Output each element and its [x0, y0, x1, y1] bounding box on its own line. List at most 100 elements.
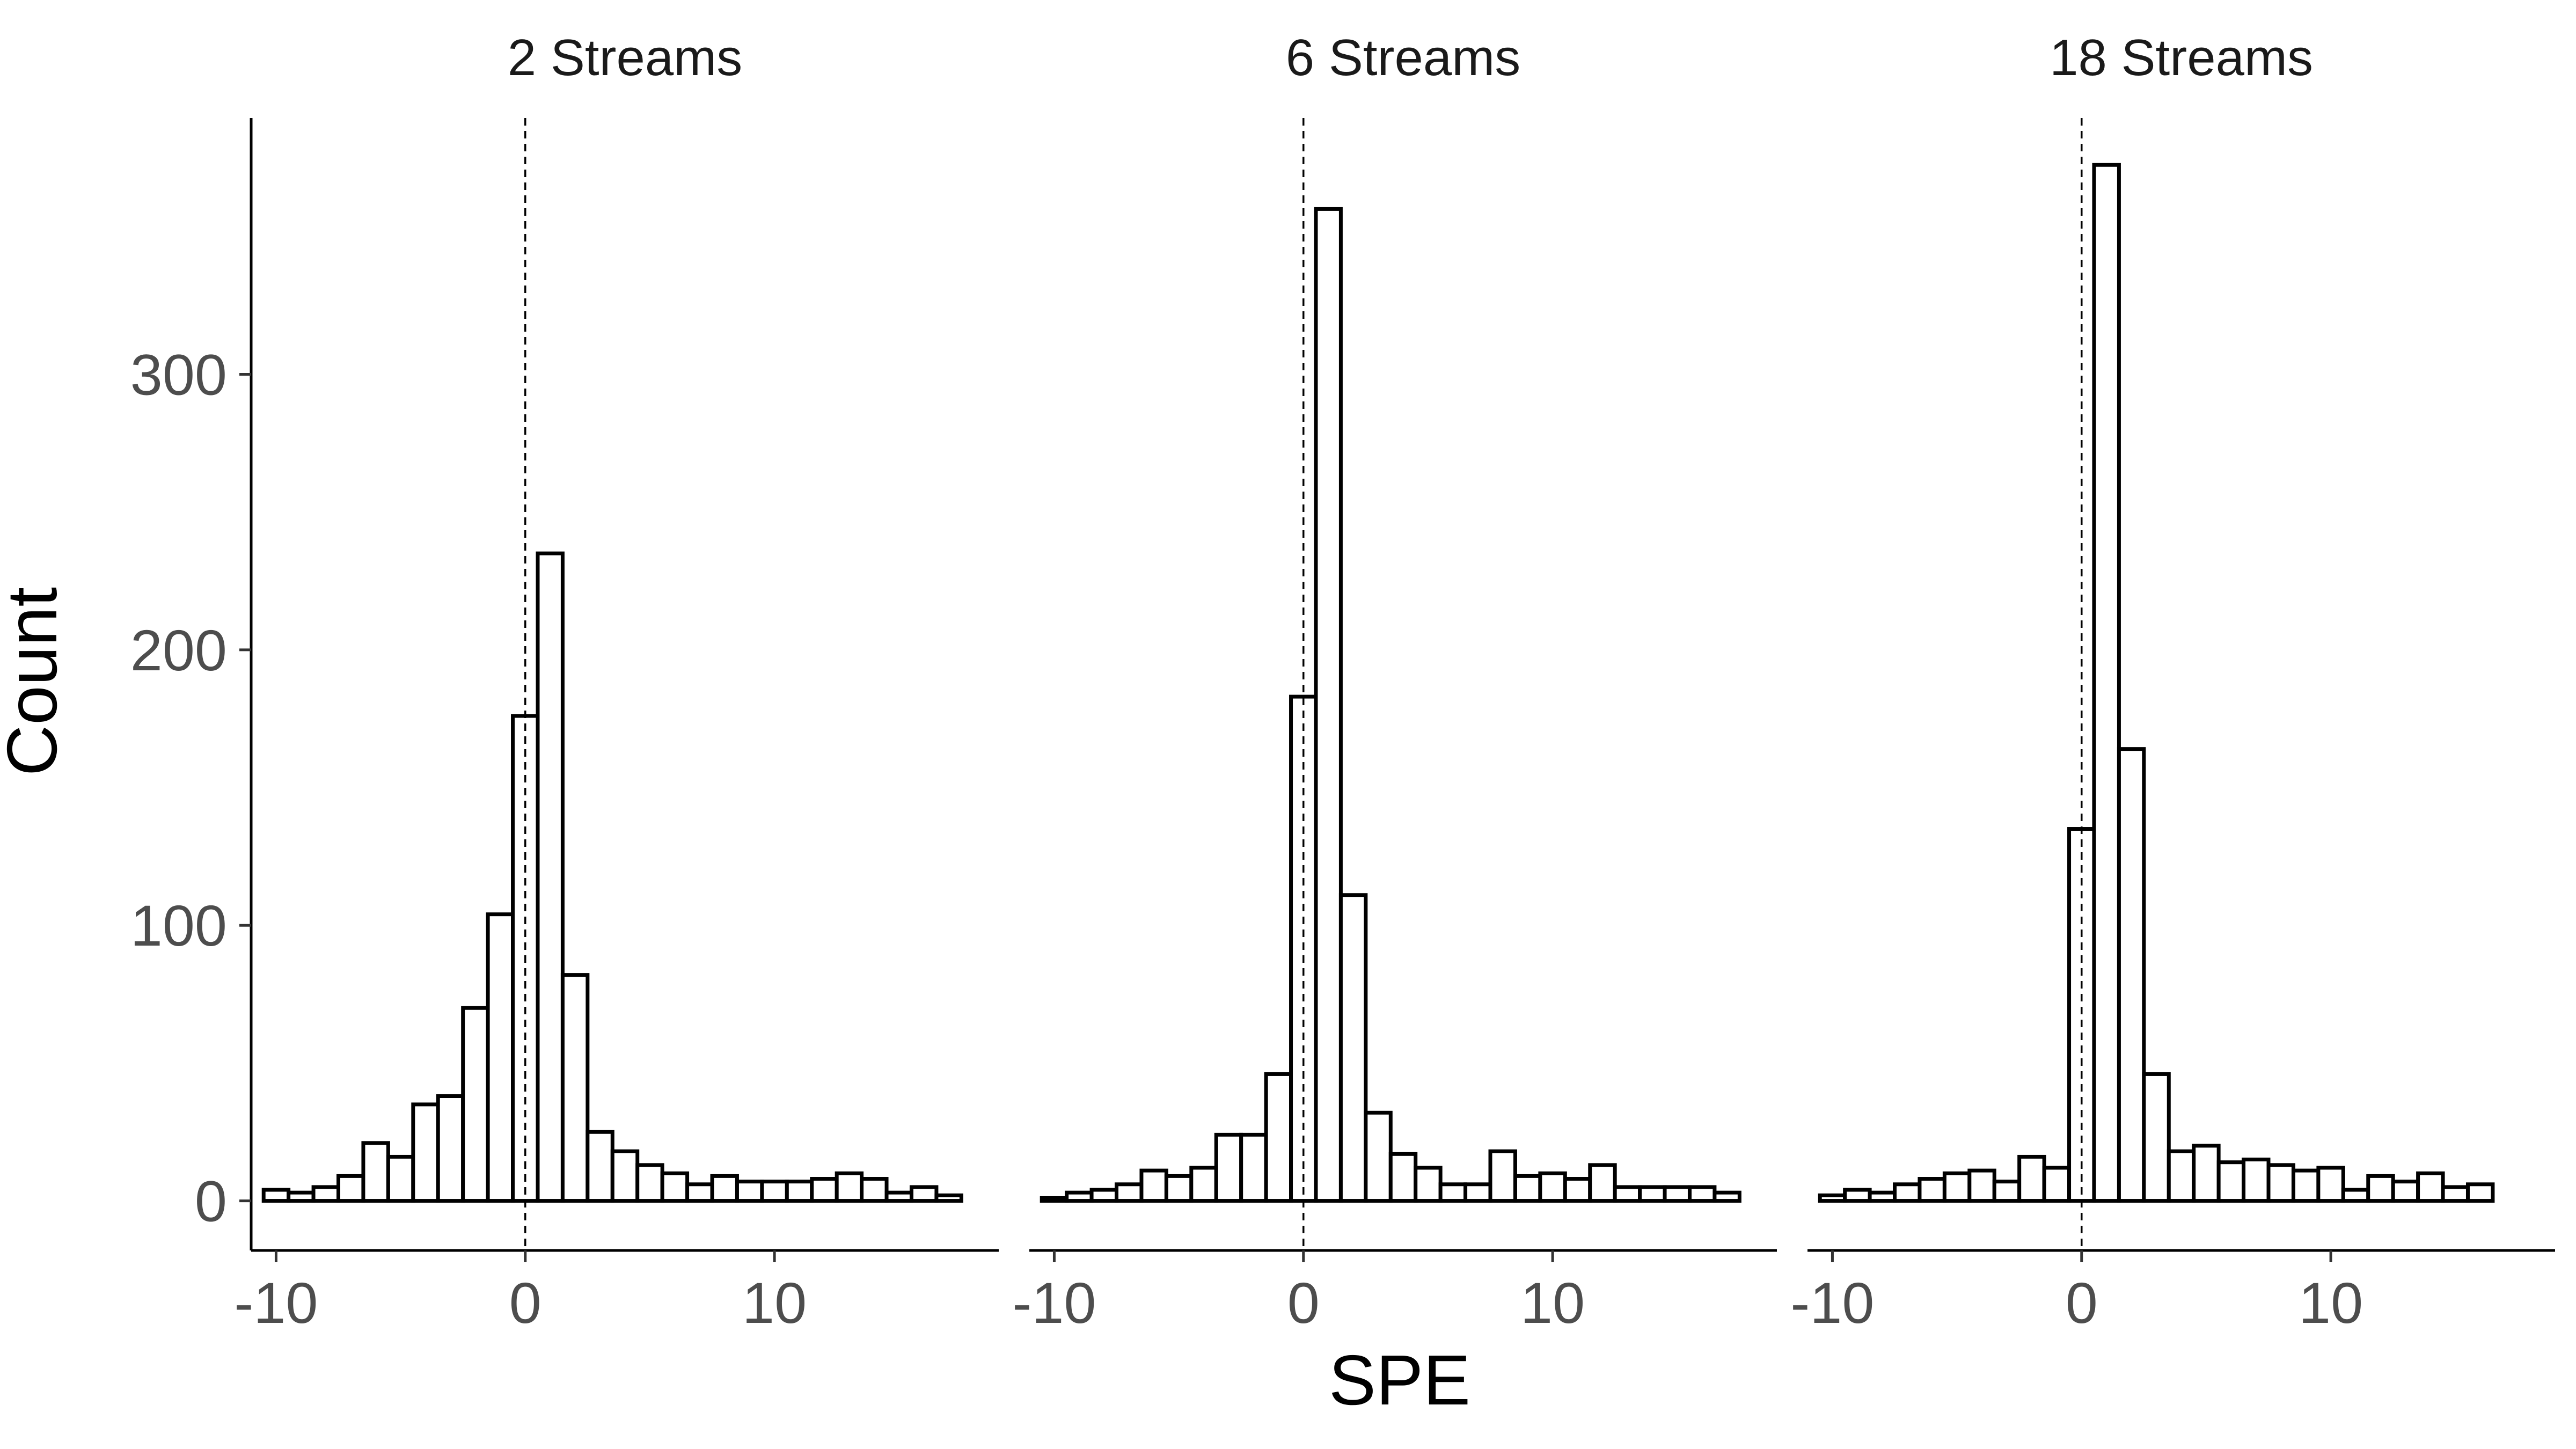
x-tick-label: -10 — [1012, 1270, 1096, 1335]
histogram-bar — [760, 1180, 789, 1203]
x-tick-label: 10 — [742, 1270, 807, 1335]
histogram-bar — [1115, 1182, 1144, 1203]
histogram-bar — [1239, 1132, 1268, 1203]
histogram-bar — [2142, 1072, 2171, 1203]
facet-title: 18 Streams — [2050, 29, 2313, 86]
histogram-bar — [860, 1177, 889, 1203]
x-tick-label: 10 — [1520, 1270, 1585, 1335]
histogram-bar — [1588, 1163, 1617, 1203]
histogram-bar — [1214, 1132, 1243, 1203]
histogram-bar — [635, 1163, 664, 1203]
histogram-bar — [2242, 1158, 2271, 1203]
y-tick-label: 0 — [195, 1169, 227, 1234]
histogram-bar — [1843, 1188, 1872, 1203]
histogram-bar — [1488, 1149, 1517, 1203]
histogram-bar — [2266, 1163, 2295, 1203]
histogram-bar — [1314, 207, 1343, 1203]
histogram-bar — [1992, 1180, 2022, 1203]
histogram-bar — [2416, 1171, 2445, 1203]
histogram-bar — [2316, 1166, 2345, 1203]
histogram-bar — [2465, 1182, 2495, 1203]
histogram-bar — [1164, 1174, 1194, 1203]
histogram-bar — [386, 1154, 415, 1203]
x-tick-label: 0 — [2066, 1270, 2098, 1335]
histogram-bar — [1893, 1182, 1922, 1203]
histogram-bar — [536, 551, 565, 1203]
y-tick-label: 300 — [130, 342, 227, 407]
x-tick-label: 10 — [2299, 1270, 2363, 1335]
histogram-bar — [1040, 1196, 1069, 1203]
histogram-bar — [361, 1141, 390, 1203]
histogram-bar — [1414, 1166, 1443, 1203]
histogram-bar — [1967, 1168, 1996, 1203]
histogram-bar — [2017, 1154, 2046, 1203]
histogram-bar — [884, 1190, 913, 1203]
x-tick-label: -10 — [234, 1270, 318, 1335]
histogram-bar — [1663, 1185, 1692, 1203]
histogram-bar — [1463, 1182, 1492, 1203]
histogram-bar — [1638, 1185, 1667, 1203]
facet-panel: 18 Streams -10 0 10 — [1790, 29, 2555, 1335]
y-axis-title: Count — [0, 587, 71, 776]
histogram-bar — [909, 1185, 939, 1203]
histogram-bar — [710, 1174, 739, 1203]
histogram-bar — [2042, 1166, 2072, 1203]
histogram-bar — [1563, 1177, 1592, 1203]
histogram-bar — [2117, 747, 2146, 1203]
facet-title: 2 Streams — [508, 29, 742, 86]
histogram-bar — [610, 1149, 640, 1203]
histogram-bar — [1538, 1171, 1567, 1203]
histogram-bar — [336, 1174, 365, 1203]
histogram-bar — [1868, 1190, 1897, 1203]
histogram-bar — [1513, 1174, 1542, 1203]
histogram-bar — [785, 1180, 814, 1203]
histogram-bar — [1139, 1168, 1168, 1203]
histogram-bar — [934, 1193, 963, 1203]
histogram-bar — [1338, 893, 1368, 1203]
x-tick-label: 0 — [509, 1270, 541, 1335]
histogram-bar — [486, 912, 515, 1203]
facet-title: 6 Streams — [1286, 29, 1520, 86]
facet-panel: 6 Streams -10 0 10 — [1012, 29, 1777, 1335]
y-tick-label: 200 — [130, 618, 227, 683]
x-tick-label: 0 — [1287, 1270, 1320, 1335]
histogram-bar — [835, 1171, 864, 1203]
histogram-bar — [2366, 1174, 2395, 1203]
histogram-bar — [1264, 1072, 1293, 1203]
y-tick-label: 100 — [130, 893, 227, 958]
histogram-bar — [1065, 1190, 1094, 1203]
histogram-bar — [1918, 1177, 1946, 1203]
x-tick-label: -10 — [1790, 1270, 1874, 1335]
histogram-bar — [287, 1190, 316, 1203]
histogram-bar — [1613, 1185, 1642, 1203]
histogram-bar — [586, 1130, 614, 1203]
histogram-bar — [311, 1185, 341, 1203]
histogram-bar — [1388, 1152, 1418, 1203]
histogram-bar — [2192, 1144, 2221, 1203]
x-axis-title: SPE — [1329, 1341, 1470, 1419]
histogram-bar — [735, 1180, 764, 1203]
histogram-bar — [810, 1177, 839, 1203]
histogram-bar — [411, 1102, 440, 1203]
histogram-bar — [1687, 1185, 1717, 1203]
histogram-bar — [685, 1182, 714, 1203]
histogram-bar — [1818, 1193, 1847, 1203]
histogram-bar — [560, 973, 590, 1203]
histogram-bar — [1438, 1182, 1468, 1203]
histogram-bar — [2341, 1188, 2370, 1203]
histogram-bar — [1089, 1188, 1119, 1203]
histogram-bar — [2291, 1168, 2321, 1203]
histogram-bar — [1364, 1110, 1393, 1203]
histogram-bar — [1189, 1166, 1218, 1203]
histogram-bar — [461, 1006, 490, 1203]
histogram-bar — [1942, 1171, 1972, 1203]
histogram-bar — [1713, 1190, 1741, 1203]
histogram-bar — [2092, 163, 2121, 1203]
histogram-bar — [2167, 1149, 2196, 1203]
histogram-bar — [2441, 1185, 2470, 1203]
histogram-bar — [436, 1094, 465, 1203]
